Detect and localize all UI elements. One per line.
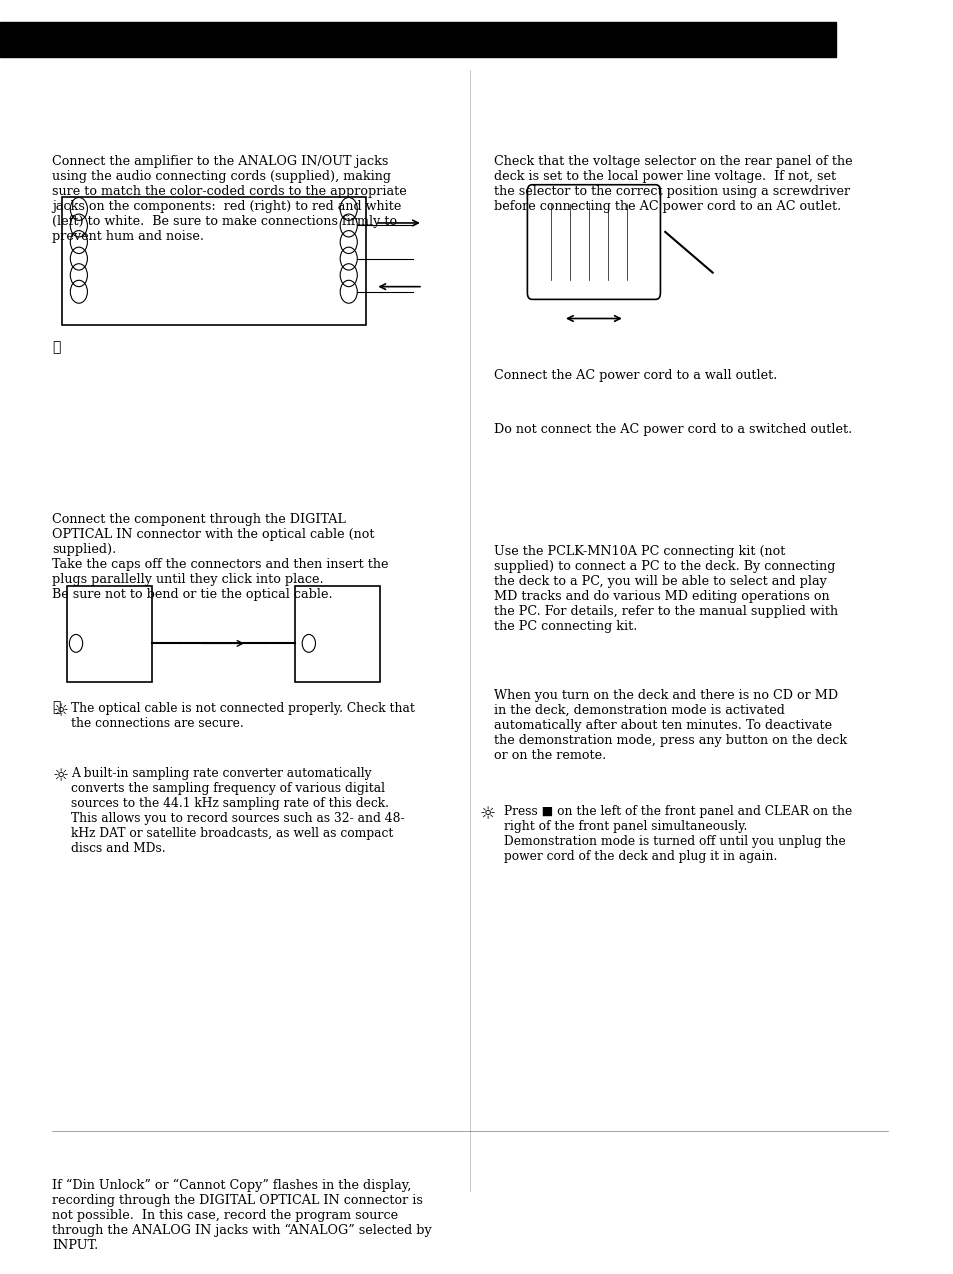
- Text: ☼: ☼: [52, 702, 69, 720]
- Text: A built-in sampling rate converter automatically
converts the sampling frequency: A built-in sampling rate converter autom…: [71, 767, 404, 855]
- Bar: [67, 586, 152, 682]
- Text: If “Din Unlock” or “Cannot Copy” flashes in the display,
recording through the D: If “Din Unlock” or “Cannot Copy” flashes…: [52, 1178, 432, 1252]
- Text: ☼: ☼: [52, 767, 69, 785]
- Text: ⏚: ⏚: [52, 340, 61, 354]
- Text: Use the PCLK-MN10A PC connecting kit (not
supplied) to connect a PC to the deck.: Use the PCLK-MN10A PC connecting kit (no…: [494, 545, 838, 633]
- Text: The optical cable is not connected properly. Check that
the connections are secu: The optical cable is not connected prope…: [71, 702, 415, 730]
- Text: Connect the amplifier to the ANALOG IN/OUT jacks
using the audio connecting cord: Connect the amplifier to the ANALOG IN/O…: [52, 155, 407, 243]
- Text: ⏚: ⏚: [52, 701, 61, 715]
- Text: Check that the voltage selector on the rear panel of the
deck is set to the loca: Check that the voltage selector on the r…: [494, 155, 852, 214]
- Bar: [62, 197, 365, 325]
- Text: Connect the component through the DIGITAL
OPTICAL IN connector with the optical : Connect the component through the DIGITA…: [52, 513, 389, 601]
- Bar: [294, 586, 379, 682]
- Text: Do not connect the AC power cord to a switched outlet.: Do not connect the AC power cord to a sw…: [494, 423, 851, 436]
- Text: When you turn on the deck and there is no CD or MD
in the deck, demonstration mo: When you turn on the deck and there is n…: [494, 689, 846, 762]
- Text: ☼: ☼: [479, 805, 496, 823]
- Text: Connect the AC power cord to a wall outlet.: Connect the AC power cord to a wall outl…: [494, 369, 777, 382]
- Bar: [0, 22, 836, 57]
- Text: Press ■ on the left of the front panel and CLEAR on the
right of the front panel: Press ■ on the left of the front panel a…: [503, 805, 851, 864]
